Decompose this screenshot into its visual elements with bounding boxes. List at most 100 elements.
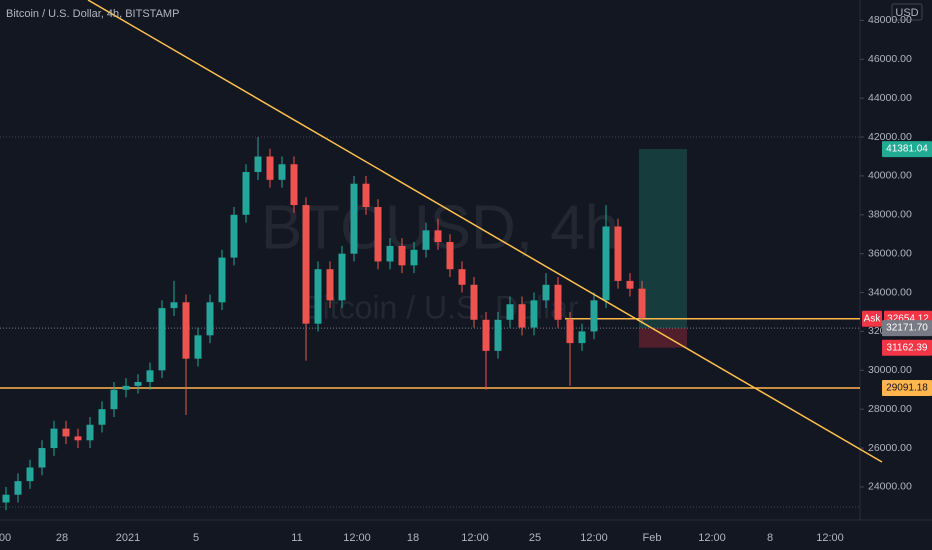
candle-body — [230, 214, 238, 258]
x-tick-label: 18 — [407, 532, 419, 544]
ask-tag-box — [862, 310, 882, 327]
y-tick-label: 46000.00 — [868, 53, 912, 65]
y-tick-label: 28000.00 — [868, 403, 912, 415]
x-tick-label: 28 — [56, 532, 68, 544]
candle-body — [530, 300, 538, 328]
candle-body — [626, 280, 634, 289]
candle-body — [242, 172, 250, 215]
plot — [0, 137, 860, 511]
y-tick-label: 26000.00 — [868, 442, 912, 454]
y-tick-label: 48000.00 — [868, 14, 912, 26]
x-tick-label: 25 — [529, 532, 541, 544]
candle-body — [518, 304, 526, 328]
currency-box — [891, 3, 923, 21]
candle-body — [326, 269, 334, 301]
currency: USD — [895, 7, 918, 19]
price-label-box — [882, 141, 932, 158]
candle-body — [194, 335, 202, 359]
price-label: 32654.12 — [887, 313, 929, 324]
candle-body — [338, 253, 346, 301]
candle-body — [134, 381, 142, 386]
candle-body — [422, 230, 430, 250]
watermark-symbol: BTCUSD, 4h — [261, 193, 619, 262]
candle-body — [566, 319, 574, 344]
candle-body — [350, 183, 358, 254]
candle-body — [2, 494, 10, 503]
x-tick-label: 12:00 — [461, 532, 489, 544]
candle-body — [110, 389, 118, 410]
y-tick-label: 36000.00 — [868, 247, 912, 259]
candle-body — [602, 226, 610, 301]
y-tick-label: 34000.00 — [868, 286, 912, 298]
candle-body — [170, 302, 178, 309]
candle-body — [542, 284, 550, 301]
price-label-box — [882, 339, 932, 356]
candle-body — [470, 284, 478, 320]
candle-body — [458, 269, 466, 285]
candle-body — [14, 481, 22, 495]
candle-body — [446, 242, 454, 270]
x-tick-label: 8 — [767, 532, 773, 544]
price-label: 41381.04 — [886, 144, 928, 155]
candle-body — [218, 257, 226, 303]
candle-body — [482, 319, 490, 351]
x-tick-label: 12:00 — [343, 532, 371, 544]
y-tick-label: 40000.00 — [868, 170, 912, 182]
candle-body — [38, 448, 46, 468]
x-tick-label: 12:00 — [816, 532, 844, 544]
candle-body — [590, 300, 598, 332]
candle-body — [254, 156, 262, 173]
candle-body — [122, 385, 130, 390]
x-tick-label: 5 — [193, 532, 199, 544]
candle-body — [374, 207, 382, 262]
candle-body — [494, 319, 502, 351]
candle-body — [578, 331, 586, 344]
target-zone — [639, 149, 687, 329]
candle-body — [266, 156, 274, 180]
candle-body — [398, 245, 406, 266]
price-label: 31162.39 — [887, 342, 928, 353]
candle-body — [62, 428, 70, 437]
candle-body — [434, 230, 442, 243]
x-tick-label: Feb — [643, 532, 662, 544]
candle-body — [386, 245, 394, 262]
y-tick-label: 24000.00 — [868, 481, 912, 493]
y-tick-label: 38000.00 — [868, 209, 912, 221]
price-label: 32171.70 — [886, 323, 928, 334]
x-tick-label: 12:00 — [698, 532, 726, 544]
candle-body — [158, 308, 166, 371]
candle-body — [554, 284, 562, 320]
candle-body — [278, 164, 286, 180]
candle-body — [50, 428, 58, 449]
price-label-box — [882, 379, 932, 396]
price-label-box — [882, 320, 932, 337]
candle-body — [290, 164, 298, 206]
price-label: 29091.18 — [886, 383, 928, 394]
candle-body — [86, 424, 94, 441]
candle-body — [410, 249, 418, 266]
candle-body — [302, 205, 310, 324]
symbol-header: Bitcoin / U.S. Dollar, 4h, BITSTAMP — [6, 8, 179, 20]
candle-body — [98, 409, 106, 425]
y-tick-label: 42000.00 — [868, 131, 912, 143]
candle-body — [314, 269, 322, 324]
candle-body — [638, 288, 646, 318]
x-tick-label: 2021 — [116, 532, 140, 544]
candle-body — [74, 436, 82, 441]
candle-body — [506, 304, 514, 320]
x-tick-label: 00 — [0, 532, 11, 544]
candle-body — [26, 467, 34, 482]
x-tick-label: 11 — [291, 532, 302, 544]
candle-body — [206, 302, 214, 336]
y-tick-label: 44000.00 — [868, 92, 912, 104]
candle-body — [146, 370, 154, 382]
ask-tag: Ask — [864, 313, 882, 324]
candle-body — [362, 183, 370, 208]
trend-line — [87, 0, 883, 463]
x-tick-label: 12:00 — [580, 532, 608, 544]
y-tick-label: 30000.00 — [868, 364, 912, 376]
candle-body — [182, 302, 190, 359]
